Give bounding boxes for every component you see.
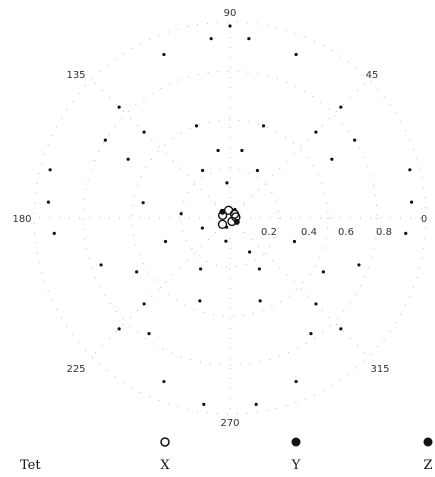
point-y xyxy=(228,24,232,28)
grid-spoke xyxy=(91,79,231,219)
point-y xyxy=(248,250,252,254)
point-y xyxy=(225,181,229,185)
point-y xyxy=(261,124,266,128)
angle-label: 315 xyxy=(370,364,389,375)
point-y xyxy=(258,299,262,303)
point-y xyxy=(339,327,343,331)
point-y xyxy=(216,148,220,153)
point-y xyxy=(247,37,251,41)
point-y xyxy=(141,201,145,205)
point-y xyxy=(99,263,103,267)
point-y xyxy=(126,157,130,161)
radial-tick-label: 0.4 xyxy=(301,227,317,238)
radial-tick-label: 0.8 xyxy=(376,227,392,238)
point-y xyxy=(209,37,213,41)
point-y xyxy=(48,168,52,172)
point-z xyxy=(219,208,226,215)
point-y xyxy=(179,212,183,216)
grid-spoke xyxy=(229,79,369,219)
point-y xyxy=(294,379,298,384)
point-y xyxy=(321,270,325,274)
point-y xyxy=(240,148,244,153)
legend-marker-y xyxy=(291,437,301,447)
grid-ring xyxy=(180,168,280,268)
point-y xyxy=(202,402,206,406)
point-y xyxy=(198,299,202,303)
grid-ring xyxy=(82,70,378,366)
point-x xyxy=(217,219,228,229)
point-y xyxy=(294,52,298,57)
point-y xyxy=(404,231,408,235)
point-y xyxy=(200,226,204,230)
point-y xyxy=(199,267,203,271)
point-y xyxy=(194,124,199,128)
point-y xyxy=(353,138,357,142)
angle-label: 45 xyxy=(366,70,379,81)
legend: Tet X Y Z xyxy=(20,437,433,473)
point-y xyxy=(339,105,343,109)
point-y xyxy=(147,331,151,336)
point-y xyxy=(200,168,205,173)
legend-marker-z xyxy=(423,437,433,447)
polar-grid xyxy=(33,21,427,415)
point-y xyxy=(135,270,139,274)
angle-labels: 0 45 90 135 180 225 270 315 xyxy=(12,8,427,429)
point-y xyxy=(314,130,318,134)
angle-label: 180 xyxy=(12,214,31,225)
point-y xyxy=(408,168,412,172)
legend-items: X Y Z xyxy=(160,437,433,473)
point-y xyxy=(103,138,107,142)
angle-label: 270 xyxy=(220,418,239,429)
grid-ring xyxy=(131,119,329,317)
point-z xyxy=(233,218,240,225)
point-y xyxy=(314,302,318,306)
point-y xyxy=(163,239,168,244)
data-points xyxy=(46,24,414,406)
point-y xyxy=(142,130,146,134)
grid-spoke xyxy=(229,217,369,357)
legend-title: Tet xyxy=(20,458,41,473)
legend-label-x: X xyxy=(160,458,170,473)
radial-tick-label: 0.6 xyxy=(338,227,354,238)
radial-tick-labels: 0.2 0.4 0.6 0.8 xyxy=(261,227,392,238)
angle-label: 90 xyxy=(224,8,237,19)
point-y xyxy=(162,52,166,57)
point-y xyxy=(255,168,260,173)
point-y xyxy=(117,327,121,331)
radial-tick-label: 0.2 xyxy=(261,227,277,238)
legend-marker-x xyxy=(160,437,170,447)
point-y xyxy=(409,200,414,204)
angle-label: 225 xyxy=(66,364,85,375)
point-y xyxy=(254,402,258,406)
point-y xyxy=(224,239,228,243)
grid-ring xyxy=(33,21,427,415)
angle-label: 0 xyxy=(421,214,427,225)
point-y xyxy=(117,105,121,109)
point-y xyxy=(46,200,51,204)
point-y xyxy=(357,263,361,267)
point-y xyxy=(257,267,261,271)
legend-label-z: Z xyxy=(423,458,432,473)
point-y xyxy=(142,302,146,306)
point-y xyxy=(292,239,297,244)
angle-label: 135 xyxy=(66,70,85,81)
point-y xyxy=(309,331,313,336)
legend-label-y: Y xyxy=(291,458,301,473)
point-y xyxy=(233,207,237,212)
point-y xyxy=(225,225,229,229)
point-y xyxy=(330,157,334,161)
point-y xyxy=(162,379,166,384)
point-y xyxy=(52,231,56,235)
